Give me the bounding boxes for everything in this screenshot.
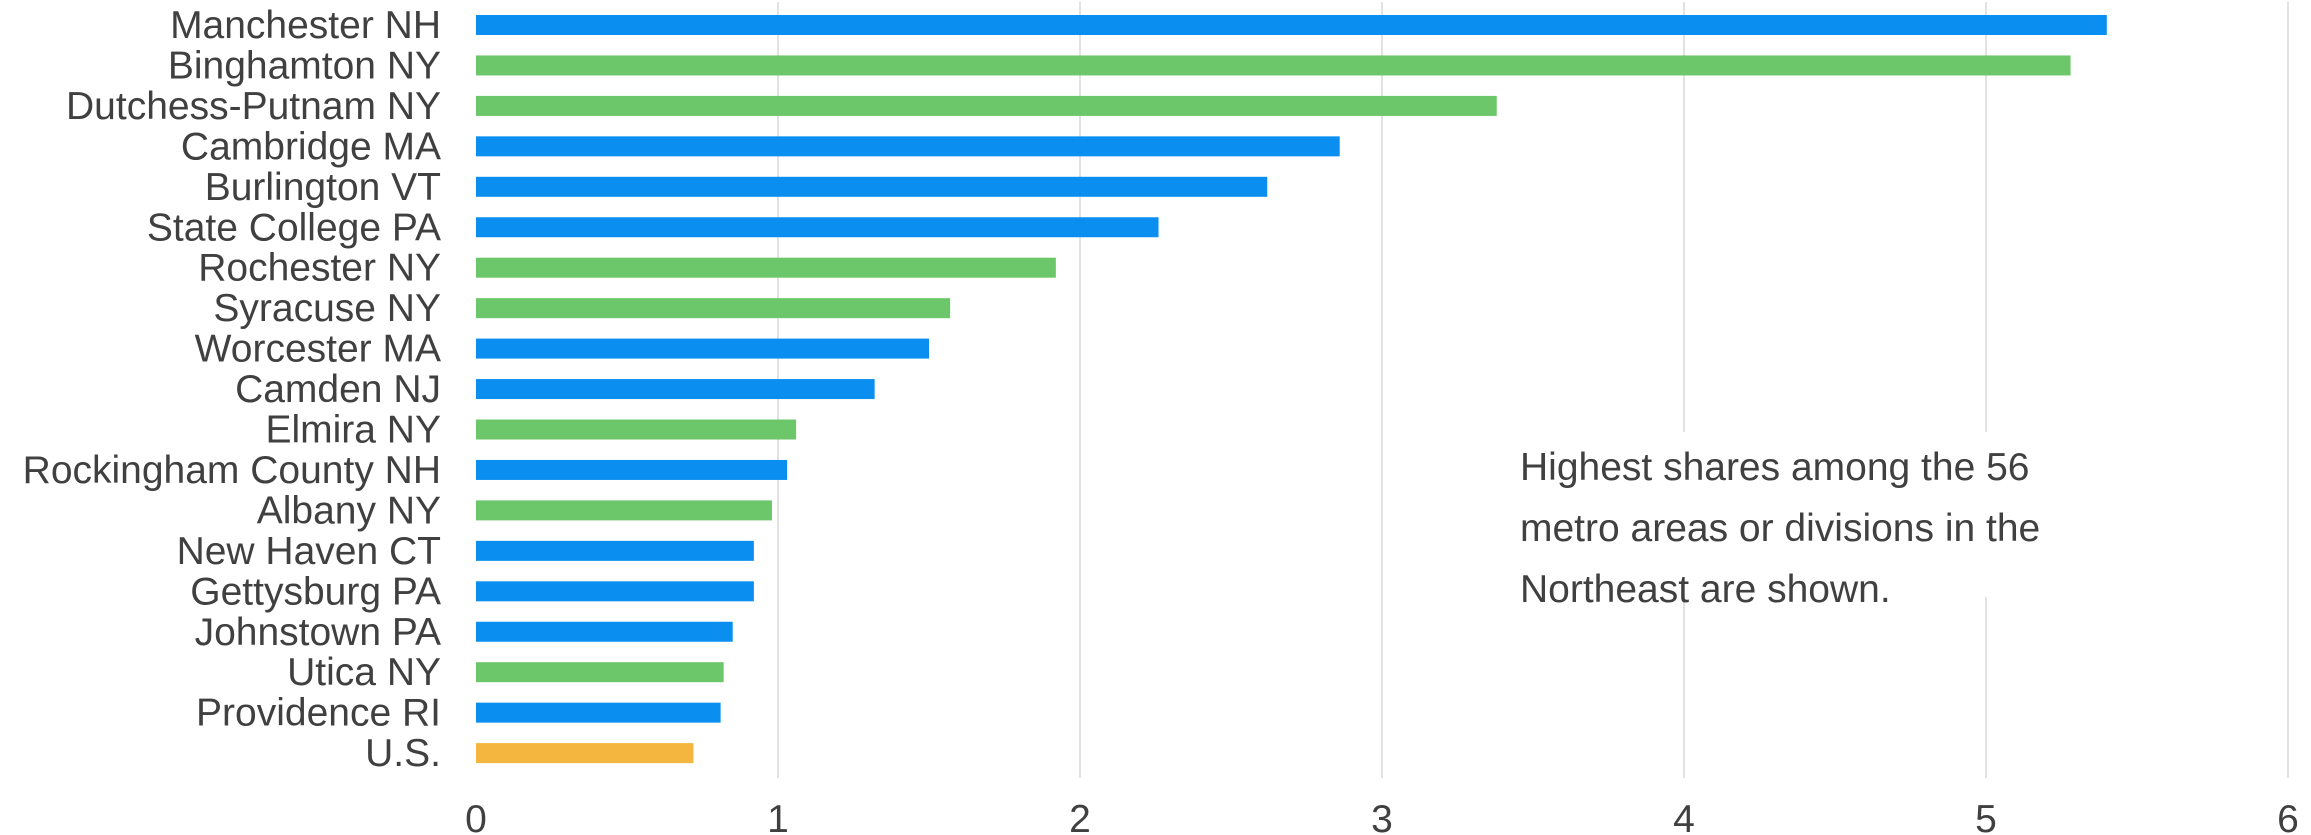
annotation-line-3: Northeast are shown. (1520, 568, 1891, 611)
x-tick-label-2: 2 (1069, 798, 1091, 835)
bar-state-college-pa (476, 217, 1159, 238)
annotation-line-1: Highest shares among the 56 (1520, 446, 2029, 489)
bar-syracuse-ny (476, 298, 951, 319)
category-label-johnstown-pa: Johnstown PA (195, 611, 441, 654)
bar-dutchess-putnam-ny (476, 95, 1497, 116)
x-tick-label-3: 3 (1371, 798, 1393, 835)
bar-cambridge-ma (476, 136, 1340, 157)
bar-gettysburg-pa (476, 581, 754, 602)
bar-rochester-ny (476, 257, 1056, 278)
bar-new-haven-ct (476, 540, 754, 561)
category-label-burlington-vt: Burlington VT (205, 166, 441, 209)
category-label-new-haven-ct: New Haven CT (177, 530, 441, 573)
bar-rockingham-county-nh (476, 459, 788, 480)
bar-albany-ny (476, 500, 772, 521)
category-label-cambridge-ma: Cambridge MA (181, 125, 441, 168)
bar-manchester-nh (476, 15, 2107, 35)
bar-worcester-ma (476, 338, 929, 359)
category-label-utica-ny: Utica NY (287, 651, 441, 694)
x-tick-label-0: 0 (465, 798, 487, 835)
category-label-gettysburg-pa: Gettysburg PA (190, 570, 441, 613)
category-label-binghamton-ny: Binghamton NY (168, 44, 441, 87)
category-label-providence-ri: Providence RI (196, 692, 441, 735)
category-label-syracuse-ny: Syracuse NY (213, 287, 441, 330)
category-label-u-s: U.S. (365, 732, 441, 775)
bar-providence-ri (476, 702, 721, 723)
x-tick-label-1: 1 (767, 798, 789, 835)
bar-burlington-vt (476, 176, 1268, 197)
bars (476, 15, 2107, 764)
gridlines (777, 2, 2289, 778)
category-label-rockingham-county-nh: Rockingham County NH (23, 449, 441, 492)
annotation-line-2: metro areas or divisions in the (1520, 507, 2040, 550)
bar-u-s (476, 743, 694, 764)
x-axis-tick-labels: 0 1 2 3 4 5 6 (465, 798, 2299, 835)
bar-binghamton-ny (476, 55, 2071, 76)
annotation-background (1508, 432, 2108, 597)
category-label-elmira-ny: Elmira NY (265, 409, 441, 452)
category-label-worcester-ma: Worcester MA (195, 328, 441, 371)
bar-johnstown-pa (476, 621, 733, 642)
category-label-manchester-nh: Manchester NH (170, 4, 441, 47)
category-label-camden-nj: Camden NJ (235, 368, 441, 411)
annotation-note: Highest shares among the 56 metro areas o… (1508, 432, 2108, 611)
category-label-albany-ny: Albany NY (257, 489, 441, 532)
category-label-rochester-ny: Rochester NY (198, 247, 441, 290)
bar-elmira-ny (476, 419, 797, 440)
category-label-dutchess-putnam-ny: Dutchess-Putnam NY (66, 85, 441, 128)
x-tick-label-5: 5 (1975, 798, 1997, 835)
category-label-state-college-pa: State College PA (147, 206, 441, 249)
bar-utica-ny (476, 662, 724, 683)
x-tick-label-4: 4 (1673, 798, 1695, 835)
bar-camden-nj (476, 379, 875, 400)
x-tick-label-6: 6 (2277, 798, 2299, 835)
